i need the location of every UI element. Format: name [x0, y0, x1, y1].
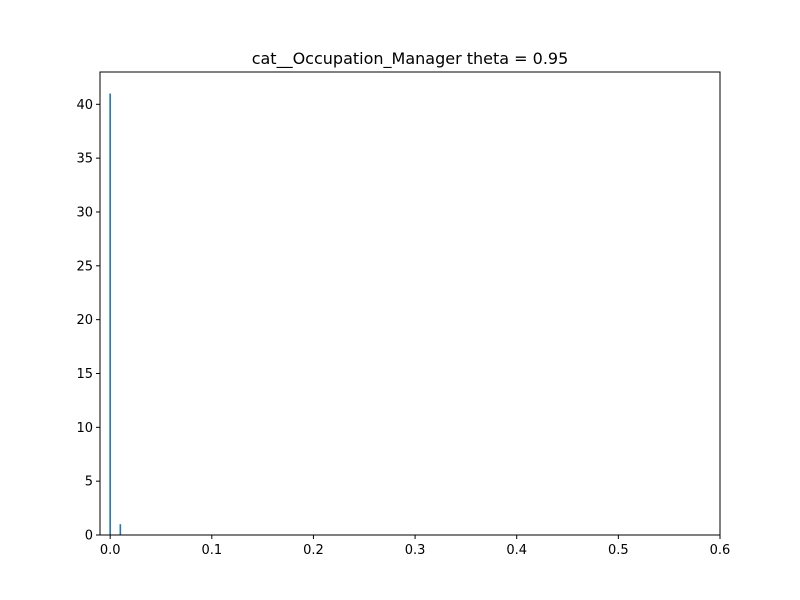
- y-tick-label: 0: [85, 529, 93, 544]
- plot-frame: [99, 71, 721, 536]
- y-tick-label: 20: [76, 313, 93, 328]
- x-tick-label: 0.1: [201, 543, 222, 558]
- y-tick-label: 30: [76, 205, 93, 220]
- y-tick-label: 15: [76, 367, 93, 382]
- histogram-bar: [119, 524, 122, 535]
- x-tick-label: 0.0: [100, 543, 121, 558]
- x-tick-label: 0.4: [506, 543, 527, 558]
- y-tick-label: 40: [76, 98, 93, 113]
- y-tick-label: 35: [76, 152, 93, 167]
- plot-area: 0.0 0.1 0.2 0.3 0.4 0.5 0.6 0 5 10 15 20 25 30 35 40: [76, 71, 731, 558]
- x-tick-label: 0.2: [303, 543, 324, 558]
- histogram-bar: [109, 93, 111, 535]
- y-tick-label: 10: [76, 421, 93, 436]
- y-tick-label: 5: [85, 475, 93, 490]
- x-tick-label: 0.3: [405, 543, 426, 558]
- y-tick-label: 25: [76, 259, 93, 274]
- chart-title: cat__Occupation_Manager theta = 0.95: [252, 49, 569, 69]
- x-tick-label: 0.5: [608, 543, 629, 558]
- x-tick-label: 0.6: [710, 543, 731, 558]
